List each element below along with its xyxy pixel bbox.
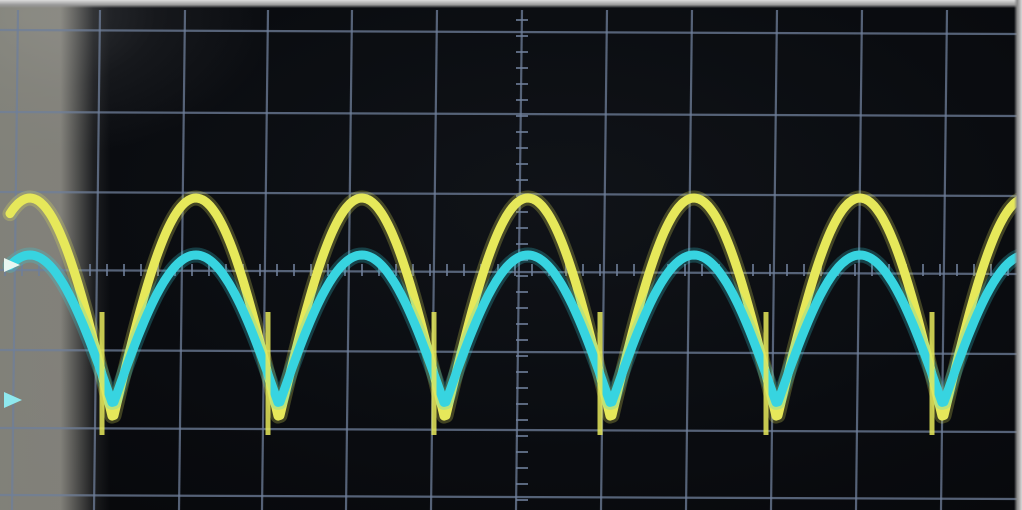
graticule-horizontal-line [0, 426, 1022, 434]
graticule-horizontal-line [0, 110, 1022, 118]
graticule-vertical-line [939, 9, 949, 510]
graticule-vertical-line [92, 9, 102, 510]
bezel-top [0, 0, 1022, 8]
channel-level-arrow-icon [4, 392, 22, 408]
trigger-level-arrow-icon [4, 258, 20, 272]
graticule-vertical-line [769, 9, 779, 510]
channel-markers [4, 258, 22, 408]
graticule-horizontal-line [0, 348, 1022, 356]
graticule-horizontal-line [0, 190, 1022, 198]
graticule-horizontal-line [0, 28, 1022, 36]
graticule-vertical-line [260, 9, 270, 510]
graticule-vertical-line [854, 9, 864, 510]
trace-yellow [5, 193, 1022, 421]
traces [2, 190, 1022, 435]
trace-cyan [5, 250, 1022, 407]
bezel-right [1014, 0, 1022, 510]
graticule-horizontal-line [0, 493, 1022, 501]
